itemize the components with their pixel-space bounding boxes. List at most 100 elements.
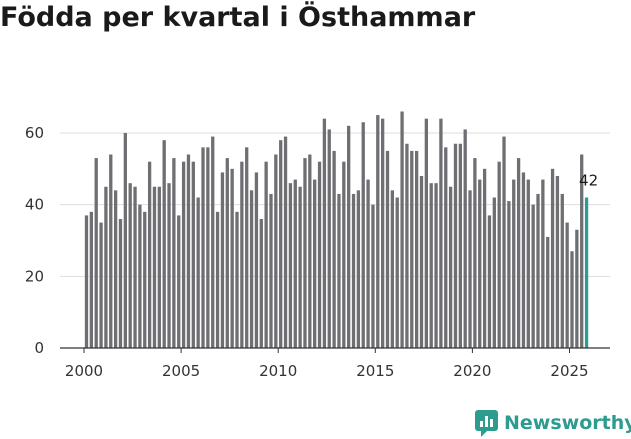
bar [361,122,365,348]
bar [482,168,487,348]
bar [215,211,220,348]
bar [211,136,215,348]
bar [152,186,157,348]
bar [550,168,555,348]
bar [220,172,225,348]
bar [516,158,521,348]
bar [274,154,278,348]
bar [283,136,288,348]
bar [371,204,375,348]
x-tick-label: 2025 [550,362,588,380]
bar [434,183,438,348]
bar [376,115,380,348]
bar [288,183,293,348]
bar [342,161,346,348]
bar [507,201,511,348]
bar [138,204,142,348]
bar [279,140,283,348]
x-tick-label: 2020 [453,362,491,380]
bar [521,172,526,348]
bar [531,204,535,348]
bar [453,143,458,348]
bar [541,179,545,348]
bar [458,143,462,348]
bar [143,211,147,348]
bar [128,183,132,348]
bar [463,129,467,348]
bar [546,236,550,348]
bar [259,219,263,348]
bar [390,190,395,348]
bar [245,147,249,348]
x-tick-label: 2005 [162,362,200,380]
bar [104,186,108,348]
bar [303,158,307,348]
bar [400,111,404,348]
bar [395,197,399,348]
y-tick-label: 0 [34,339,44,357]
bar [269,193,273,348]
bar [322,118,327,348]
bar [410,150,414,348]
bar [381,118,385,348]
bar [366,179,370,348]
x-tick-label: 2010 [259,362,297,380]
bar [191,161,195,348]
bar [512,179,516,348]
bar [201,147,205,348]
bar-highlight [584,197,589,348]
bar [313,179,317,348]
bar [444,147,448,348]
bar [167,183,171,348]
newsworthy-logo: Newsworthy [475,408,631,438]
bar [424,118,428,348]
bar [385,150,390,348]
bar [293,179,297,348]
bar [123,133,127,348]
bar [254,172,259,348]
x-tick-label: 2015 [356,362,394,380]
bar [109,154,113,348]
bar [448,186,453,348]
bar [468,190,472,348]
chart-title: Födda per kvartal i Östhammar [0,2,476,33]
bar [332,150,336,348]
bar [162,140,166,348]
chart-logo-icon [475,409,498,437]
bar [113,190,118,348]
bar [473,158,477,348]
bar [196,197,200,348]
bar [225,158,229,348]
bar [570,251,574,348]
bar [240,161,244,348]
y-tick-label: 40 [25,196,44,214]
bar [419,176,424,348]
bar [555,176,560,348]
bar [439,118,443,348]
bar [492,197,496,348]
bar [580,154,584,348]
bar [526,179,530,348]
highlight-value-label: 42 [579,172,598,190]
bar [94,158,98,348]
bar [177,215,181,348]
brand-name: Newsworthy [504,412,631,434]
bar [235,211,239,348]
bar-series [84,111,589,348]
bar [157,186,161,348]
bar [478,179,482,348]
bar [308,154,312,348]
bar [565,222,569,348]
bar [414,150,419,348]
bar [249,190,254,348]
bar [429,183,433,348]
bar [560,193,564,348]
bar [327,129,331,348]
bar [206,147,210,348]
bar [405,143,409,348]
bar [487,215,492,348]
bar [133,186,137,348]
bar [298,186,302,348]
bar [317,161,322,348]
bar [264,161,268,348]
